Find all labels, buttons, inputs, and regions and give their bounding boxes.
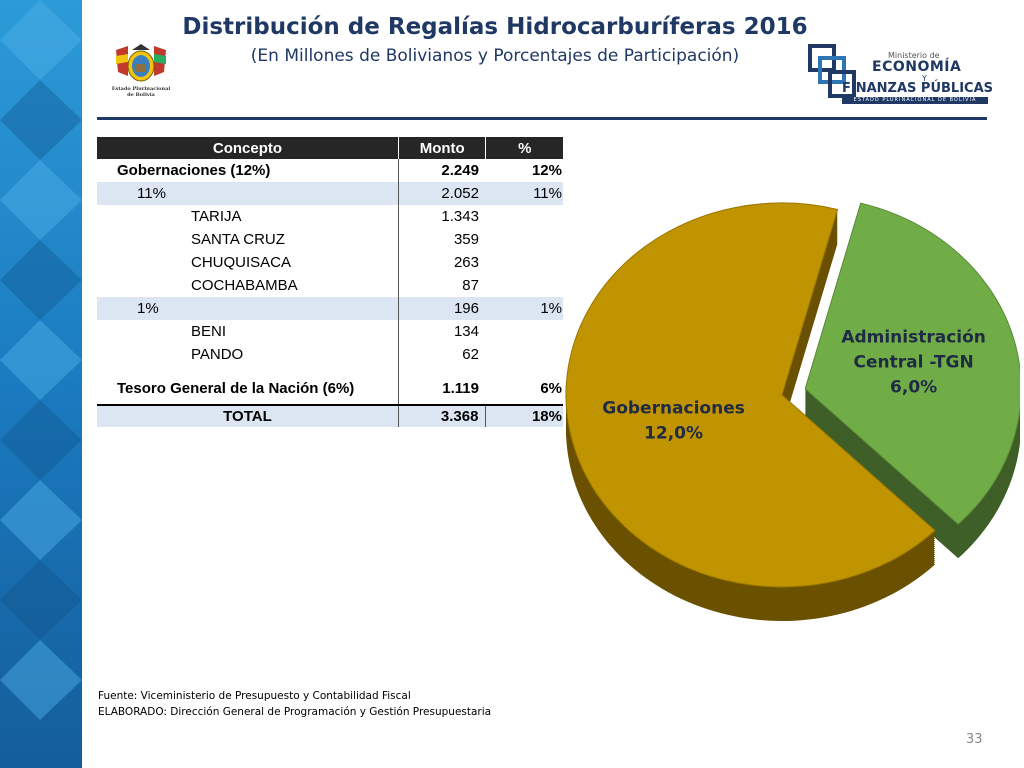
cell-pct: 11% bbox=[485, 182, 563, 205]
ministry-label-finanzas: FINANZAS PÚBLICAS bbox=[842, 81, 993, 96]
ministry-logo-icon bbox=[808, 44, 856, 98]
total-pct: 18% bbox=[485, 404, 563, 427]
cell-monto: 1.119 bbox=[397, 366, 486, 405]
page-title: Distribución de Regalías Hidrocarburífer… bbox=[182, 14, 808, 40]
cell-concepto: BENI bbox=[191, 323, 227, 340]
pie-chart: Administración Central -TGN 6,0% Gobernacio… bbox=[565, 202, 1020, 621]
total-label: TOTAL bbox=[97, 404, 399, 427]
cell-monto: 196 bbox=[397, 297, 486, 320]
cell-pct bbox=[486, 228, 563, 251]
pie-slice-label: Gobernaciones bbox=[602, 399, 745, 419]
crest-caption-line2: de Bolivia bbox=[127, 92, 155, 98]
royalties-table: Concepto Monto % Gobernaciones (12%) 2.2… bbox=[97, 137, 563, 427]
page-number: 33 bbox=[966, 732, 983, 747]
table-row: 11% 2.052 11% bbox=[97, 182, 563, 205]
table-header-row: Concepto Monto % bbox=[97, 137, 563, 159]
ministry-label-state: ESTADO PLURINACIONAL DE BOLIVIA bbox=[842, 97, 988, 104]
table-row: CHUQUISACA 263 bbox=[97, 251, 563, 274]
pie-slice-label: Central -TGN bbox=[854, 353, 974, 373]
header-pct: % bbox=[485, 137, 563, 159]
cell-pct bbox=[486, 251, 563, 274]
pie-slice-value-label: 6,0% bbox=[890, 378, 937, 398]
cell-concepto: PANDO bbox=[191, 346, 244, 363]
pie-slice-value-label: 12,0% bbox=[644, 424, 703, 444]
cell-monto: 2.052 bbox=[397, 182, 486, 205]
pie-slice-label: Administración bbox=[841, 328, 986, 348]
cell-monto: 62 bbox=[397, 343, 486, 366]
table-row: BENI 134 bbox=[97, 320, 563, 343]
table-total-row: TOTAL 3.368 18% bbox=[97, 404, 563, 427]
cell-monto: 263 bbox=[397, 251, 486, 274]
cell-concepto: COCHABAMBA bbox=[191, 277, 298, 294]
total-monto: 3.368 bbox=[397, 404, 486, 427]
pie-slice bbox=[565, 202, 936, 588]
table-row: TARIJA 1.343 bbox=[97, 205, 563, 228]
crest-caption-line1: Estado Plurinacional bbox=[111, 86, 171, 92]
pie-slice bbox=[804, 202, 1020, 525]
cell-monto: 1.343 bbox=[397, 205, 486, 228]
bolivia-coat-of-arms-icon bbox=[116, 44, 166, 82]
cell-concepto: Gobernaciones (12%) bbox=[117, 162, 271, 179]
table-row: 1% 196 1% bbox=[97, 297, 563, 320]
ministry-label-y: Y bbox=[922, 74, 927, 83]
cell-concepto: 11% bbox=[97, 182, 399, 205]
cell-pct bbox=[486, 274, 563, 297]
cell-pct: 1% bbox=[485, 297, 563, 320]
table-row: COCHABAMBA 87 bbox=[97, 274, 563, 297]
header-concepto: Concepto bbox=[97, 137, 399, 159]
cell-concepto: Tesoro General de la Nación (6%) bbox=[117, 379, 355, 397]
table-row: PANDO 62 bbox=[97, 343, 563, 366]
page-subtitle: (En Millones de Bolivianos y Porcentajes… bbox=[250, 46, 740, 66]
cell-monto: 134 bbox=[397, 320, 486, 343]
cell-monto: 359 bbox=[397, 228, 486, 251]
table-row: Gobernaciones (12%) 2.249 12% bbox=[97, 159, 563, 182]
cell-concepto: SANTA CRUZ bbox=[191, 231, 285, 248]
decorative-side-band bbox=[0, 0, 82, 768]
table-row: SANTA CRUZ 359 bbox=[97, 228, 563, 251]
cell-concepto: TARIJA bbox=[191, 208, 242, 225]
cell-pct bbox=[486, 320, 563, 343]
ministry-label-economia: ECONOMÍA bbox=[872, 59, 962, 75]
cell-concepto: CHUQUISACA bbox=[191, 254, 292, 271]
crest-caption: Estado Plurinacional de Bolivia bbox=[100, 86, 182, 98]
cell-pct: 6% bbox=[540, 379, 562, 397]
footer-source: Fuente: Viceministerio de Presupuesto y … bbox=[98, 690, 411, 702]
table-row: Tesoro General de la Nación (6%) 1.119 6… bbox=[97, 366, 563, 405]
cell-pct bbox=[486, 343, 563, 366]
cell-monto: 2.249 bbox=[397, 159, 486, 182]
footer-author: ELABORADO: Dirección General de Programa… bbox=[98, 706, 492, 718]
header-divider bbox=[97, 117, 987, 120]
header-monto: Monto bbox=[397, 137, 486, 159]
ministry-label-small: Ministerio de bbox=[888, 51, 940, 60]
cell-pct bbox=[486, 205, 563, 228]
cell-pct: 12% bbox=[531, 162, 562, 179]
cell-monto: 87 bbox=[397, 274, 486, 297]
cell-concepto: 1% bbox=[97, 297, 399, 320]
